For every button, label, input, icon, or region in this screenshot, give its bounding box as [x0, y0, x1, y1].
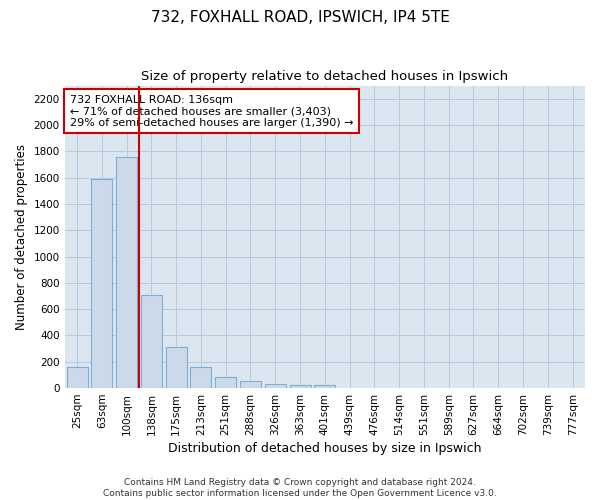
Bar [166, 346, 187, 388]
Text: 732 FOXHALL ROAD: 136sqm
← 71% of detached houses are smaller (3,403)
29% of sem: 732 FOXHALL ROAD: 136sqm ← 71% of detach… [70, 94, 353, 128]
Bar [67, 367, 88, 388]
Bar [91, 179, 112, 388]
X-axis label: Distribution of detached houses by size in Ipswich: Distribution of detached houses by size … [168, 442, 482, 455]
Title: Size of property relative to detached houses in Ipswich: Size of property relative to detached ho… [141, 70, 508, 83]
Bar [314, 386, 335, 388]
Bar [116, 156, 137, 388]
Text: Contains HM Land Registry data © Crown copyright and database right 2024.
Contai: Contains HM Land Registry data © Crown c… [103, 478, 497, 498]
Bar [265, 384, 286, 388]
Bar [141, 294, 162, 388]
Y-axis label: Number of detached properties: Number of detached properties [15, 144, 28, 330]
Bar [215, 377, 236, 388]
Bar [240, 381, 261, 388]
Text: 732, FOXHALL ROAD, IPSWICH, IP4 5TE: 732, FOXHALL ROAD, IPSWICH, IP4 5TE [151, 10, 449, 25]
Bar [290, 386, 311, 388]
Bar [190, 367, 211, 388]
